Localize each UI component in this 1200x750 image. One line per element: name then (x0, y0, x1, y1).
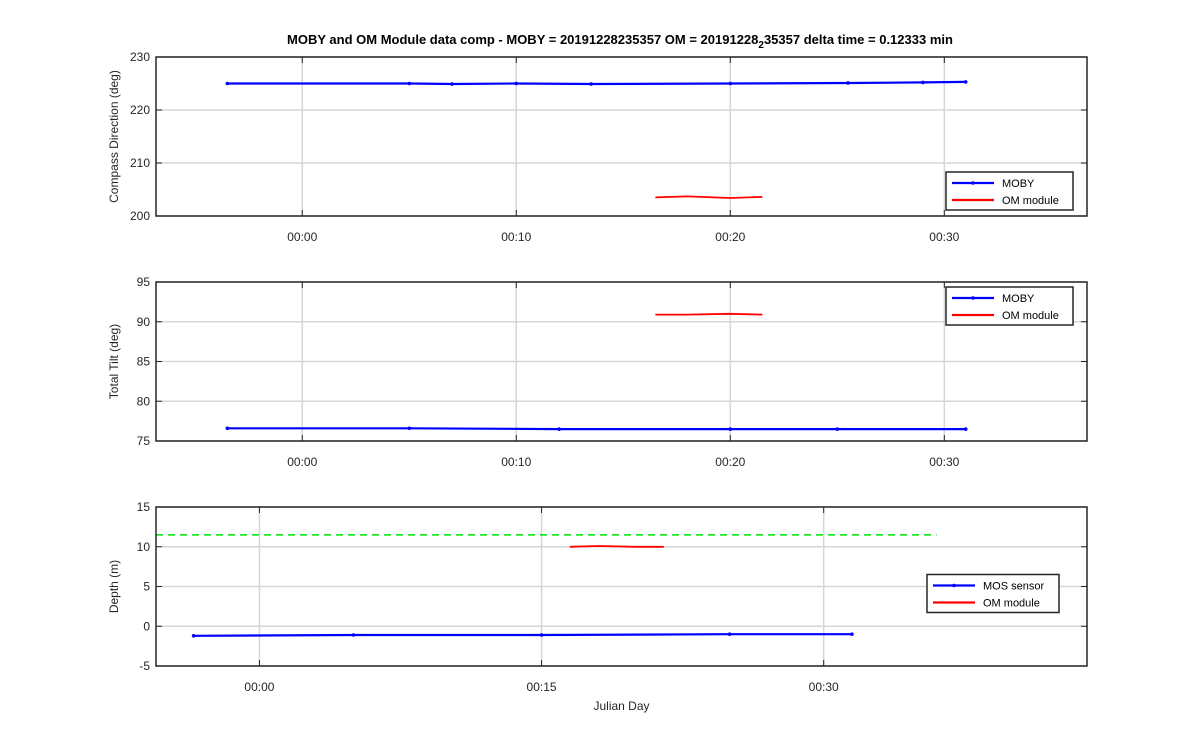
legend-label: OM module (1002, 195, 1059, 207)
y-tick-label: 0 (143, 619, 150, 633)
subplot-1: 00:00 00:10 00:20 00:30 200 210 220 230 Compass … (107, 50, 1088, 244)
series-point (514, 81, 519, 86)
series-point (846, 81, 850, 85)
legend-box (945, 286, 1074, 326)
title-part-subscript: 2 (758, 40, 764, 51)
legend-label: MOBY (1002, 293, 1035, 305)
legend-label: OM module (983, 598, 1040, 610)
y-tick-label: 220 (130, 103, 150, 117)
series-line-om-module (655, 312, 763, 316)
y-tick-label: 10 (137, 540, 151, 554)
y-tick-label: -5 (139, 659, 150, 673)
y-tick-label: 95 (137, 275, 151, 289)
series-point (539, 633, 544, 637)
chart-title: MOBY and OM Module data comp - MOBY = 20… (287, 32, 953, 51)
series-line-moby (227, 427, 966, 431)
y-tick-label: 5 (143, 580, 150, 594)
legend-box (926, 573, 1060, 614)
legend-label: OM module (1002, 310, 1059, 322)
y-axis-label: Depth (m) (107, 560, 121, 613)
legend-box (945, 171, 1074, 211)
x-tick-label: 00:00 (287, 230, 317, 244)
series-line-om-module (655, 195, 763, 199)
y-tick-label: 80 (137, 394, 151, 408)
series-point (963, 427, 968, 431)
x-tick-label: 00:20 (715, 230, 745, 244)
series-point (727, 632, 732, 636)
subplot-2: 00:00 00:10 00:20 00:30 75 80 85 90 95 Total Tilt… (107, 275, 1088, 469)
series-point (921, 80, 925, 85)
x-tick-label: 00:30 (809, 680, 839, 694)
y-tick-label: 15 (137, 500, 151, 514)
y-tick-label: 230 (130, 50, 150, 64)
legend-marker (971, 181, 975, 185)
subplot-3: 00:00 00:15 00:30 -5 0 5 10 15 Depth (m) Julian D… (107, 500, 1088, 713)
title-part-main: MOBY and OM Module data comp - MOBY = 20… (287, 32, 758, 47)
series-point (728, 427, 733, 431)
x-tick-label: 00:15 (527, 680, 557, 694)
x-tick-label: 00:00 (244, 680, 274, 694)
legend-label: MOBY (1002, 178, 1035, 190)
y-tick-label: 210 (130, 156, 150, 170)
series-point (351, 633, 356, 637)
subplots: 00:00 00:10 00:20 00:30 200 210 220 230 Compass … (107, 50, 1088, 713)
legend: MOBY OM module (945, 286, 1074, 326)
x-tick-label: 00:00 (287, 455, 317, 469)
legend-label: MOS sensor (983, 581, 1044, 593)
series-point (407, 81, 412, 86)
series-point (728, 81, 733, 86)
legend-marker (971, 296, 975, 300)
title-part-tail: 35357 delta time = 0.12333 min (764, 32, 953, 47)
series-point (557, 427, 561, 431)
x-tick-label: 00:30 (929, 230, 959, 244)
series-point (191, 633, 196, 638)
series-point (963, 80, 968, 84)
y-tick-label: 90 (137, 315, 151, 329)
series-point (225, 426, 230, 431)
y-axis-label: Total Tilt (deg) (107, 324, 121, 399)
axes-box (155, 56, 1088, 217)
series-point (835, 427, 840, 431)
series-line-om-module (569, 545, 664, 548)
y-axis-label: Compass Direction (deg) (107, 70, 121, 203)
x-tick-label: 00:10 (501, 230, 531, 244)
y-tick-label: 75 (137, 434, 151, 448)
series-point (589, 82, 593, 86)
x-tick-label: 00:20 (715, 455, 745, 469)
series-point (225, 81, 230, 86)
series-point (850, 632, 854, 636)
x-axis-label: Julian Day (593, 699, 649, 713)
y-tick-label: 85 (137, 355, 151, 369)
x-tick-label: 00:30 (929, 455, 959, 469)
x-tick-label: 00:10 (501, 455, 531, 469)
legend: MOS sensor OM module (926, 573, 1060, 614)
series-point (407, 426, 412, 431)
legend: MOBY OM module (945, 171, 1074, 211)
y-tick-label: 200 (130, 209, 150, 223)
series-point (450, 82, 454, 86)
legend-marker (952, 583, 956, 588)
